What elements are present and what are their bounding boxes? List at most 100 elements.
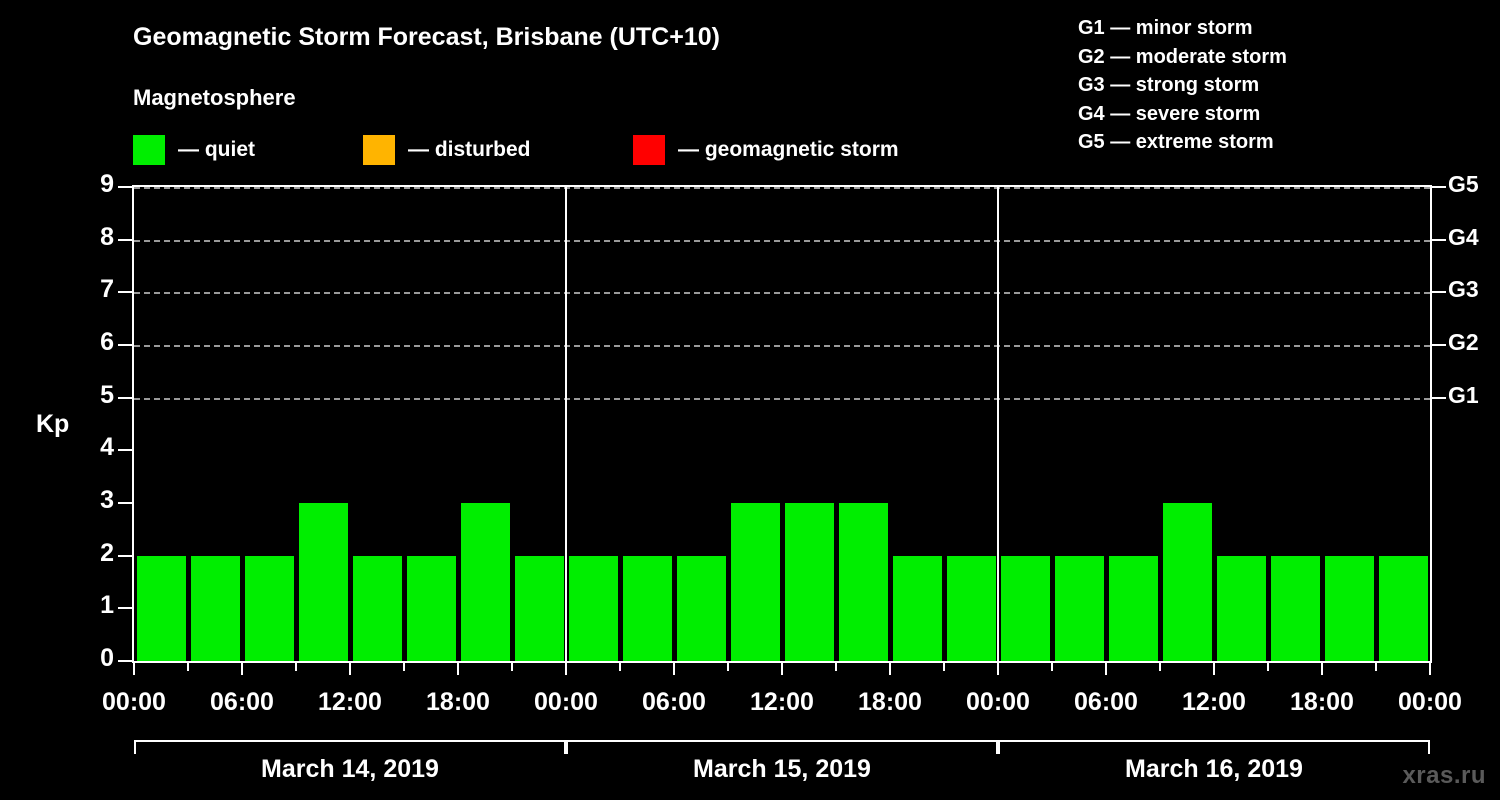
y-tick-label-5: 5	[100, 380, 114, 409]
y-tick-label-0: 0	[100, 644, 114, 672]
y-tick-label-6: 6	[100, 328, 114, 356]
x-tick-label: 06:00	[642, 688, 706, 716]
y-tick-mark-3	[118, 502, 132, 504]
g-axis-label-G5: G5	[1448, 171, 1479, 197]
x-tick-mark	[565, 663, 567, 675]
g-axis-label-G2: G2	[1448, 329, 1479, 355]
legend-swatch-disturbed	[363, 135, 395, 165]
x-tick-mark	[187, 663, 189, 671]
day-divider-2	[997, 187, 999, 661]
bar-kp	[946, 555, 996, 661]
x-tick-label: 12:00	[1182, 688, 1246, 716]
y-tick-label-4: 4	[100, 433, 114, 462]
watermark: xras.ru	[1402, 762, 1486, 789]
bar-kp	[622, 555, 672, 661]
bar-kp	[838, 503, 888, 661]
x-tick-mark	[1267, 663, 1269, 671]
bar-kp	[568, 555, 618, 661]
bar-kp	[460, 503, 510, 661]
date-label-1: March 14, 2019	[261, 755, 439, 783]
x-tick-label: 18:00	[858, 688, 922, 716]
bar-kp	[190, 555, 240, 661]
y-tick-mark-1	[118, 607, 132, 610]
gridline-kp-8	[134, 239, 1430, 242]
x-tick-mark	[781, 663, 783, 675]
y-tick-mark-9	[118, 186, 132, 188]
bar-kp	[352, 555, 402, 661]
y-tick-mark-4	[118, 449, 132, 452]
bar-kp	[298, 503, 348, 661]
bar-kp	[1378, 555, 1428, 661]
g-tick-mark-G2	[1432, 344, 1446, 346]
x-tick-mark	[241, 663, 243, 675]
g-tick-mark-G1	[1432, 396, 1446, 399]
x-tick-label: 00:00	[966, 688, 1030, 716]
x-tick-mark	[349, 663, 351, 675]
date-bracket-2	[566, 740, 998, 754]
x-tick-mark	[511, 663, 513, 671]
x-tick-mark	[943, 663, 945, 671]
plot-inner	[134, 187, 1430, 661]
bar-kp	[1324, 555, 1374, 661]
x-tick-mark	[1321, 663, 1323, 675]
bar-kp	[1270, 555, 1320, 661]
gridline-kp-6	[134, 345, 1430, 347]
y-tick-label-1: 1	[100, 591, 114, 620]
x-tick-mark	[673, 663, 675, 675]
x-tick-mark	[1429, 663, 1431, 675]
y-tick-label-7: 7	[100, 275, 114, 304]
legend-swatch-quiet	[133, 135, 165, 165]
g-tick-mark-G4	[1432, 238, 1446, 241]
x-tick-mark	[1375, 663, 1377, 671]
x-tick-mark	[889, 663, 891, 675]
g-axis-label-G4: G4	[1448, 223, 1479, 250]
gridline-kp-9	[134, 187, 1430, 189]
x-tick-label: 00:00	[534, 688, 598, 716]
y-tick-label-8: 8	[100, 222, 114, 251]
legend-entry-geomagnetic-storm: — geomagnetic storm	[633, 132, 899, 168]
legend-label-quiet: — quiet	[178, 138, 255, 161]
g-tick-mark-G5	[1432, 186, 1446, 188]
y-tick-label-2: 2	[100, 538, 114, 567]
g-scale-line-4: G4 — severe storm	[1078, 102, 1261, 125]
x-tick-mark	[727, 663, 729, 671]
y-tick-label-3: 3	[100, 486, 114, 514]
bar-kp	[1108, 555, 1158, 661]
gridline-kp-7	[134, 292, 1430, 295]
x-tick-mark	[619, 663, 621, 671]
date-label-3: March 16, 2019	[1125, 755, 1303, 783]
g-scale-line-3: G3 — strong storm	[1078, 74, 1260, 96]
bar-kp	[1054, 555, 1104, 661]
bar-kp	[1000, 555, 1050, 661]
chart-subtitle: Magnetosphere	[133, 85, 296, 110]
legend-label-disturbed: — disturbed	[408, 138, 531, 161]
page-title: Geomagnetic Storm Forecast, Brisbane (UT…	[133, 23, 720, 51]
legend-entry-disturbed: — disturbed	[363, 132, 531, 168]
bar-kp	[514, 555, 564, 661]
x-tick-mark	[835, 663, 837, 671]
y-tick-mark-6	[118, 344, 132, 346]
g-scale-legend: G1 — minor storm G2 — moderate storm G3 — …	[1078, 14, 1408, 157]
x-tick-label: 00:00	[1398, 688, 1462, 716]
y-tick-mark-7	[118, 291, 132, 294]
g-scale-line-2: G2 — moderate storm	[1078, 45, 1287, 68]
date-bracket-3	[998, 740, 1430, 754]
legend-swatch-geomagnetic-storm	[633, 135, 665, 165]
legend-label-geomagnetic-storm: — geomagnetic storm	[678, 138, 899, 161]
x-tick-label: 18:00	[1290, 688, 1354, 716]
bar-kp	[1216, 555, 1266, 661]
bar-kp	[730, 503, 780, 661]
y-axis-title: Kp	[36, 410, 70, 438]
x-tick-label: 12:00	[318, 688, 382, 716]
bar-kp	[1162, 503, 1212, 661]
x-tick-label: 00:00	[102, 688, 166, 716]
g-scale-line-1: G1 — minor storm	[1078, 17, 1253, 39]
x-tick-label: 12:00	[750, 688, 814, 716]
g-tick-mark-G3	[1432, 291, 1446, 294]
bar-kp	[676, 555, 726, 661]
g-axis-label-G3: G3	[1448, 276, 1479, 303]
x-tick-label: 18:00	[426, 688, 490, 716]
x-tick-mark	[1051, 663, 1053, 671]
date-bracket-1	[134, 740, 566, 754]
